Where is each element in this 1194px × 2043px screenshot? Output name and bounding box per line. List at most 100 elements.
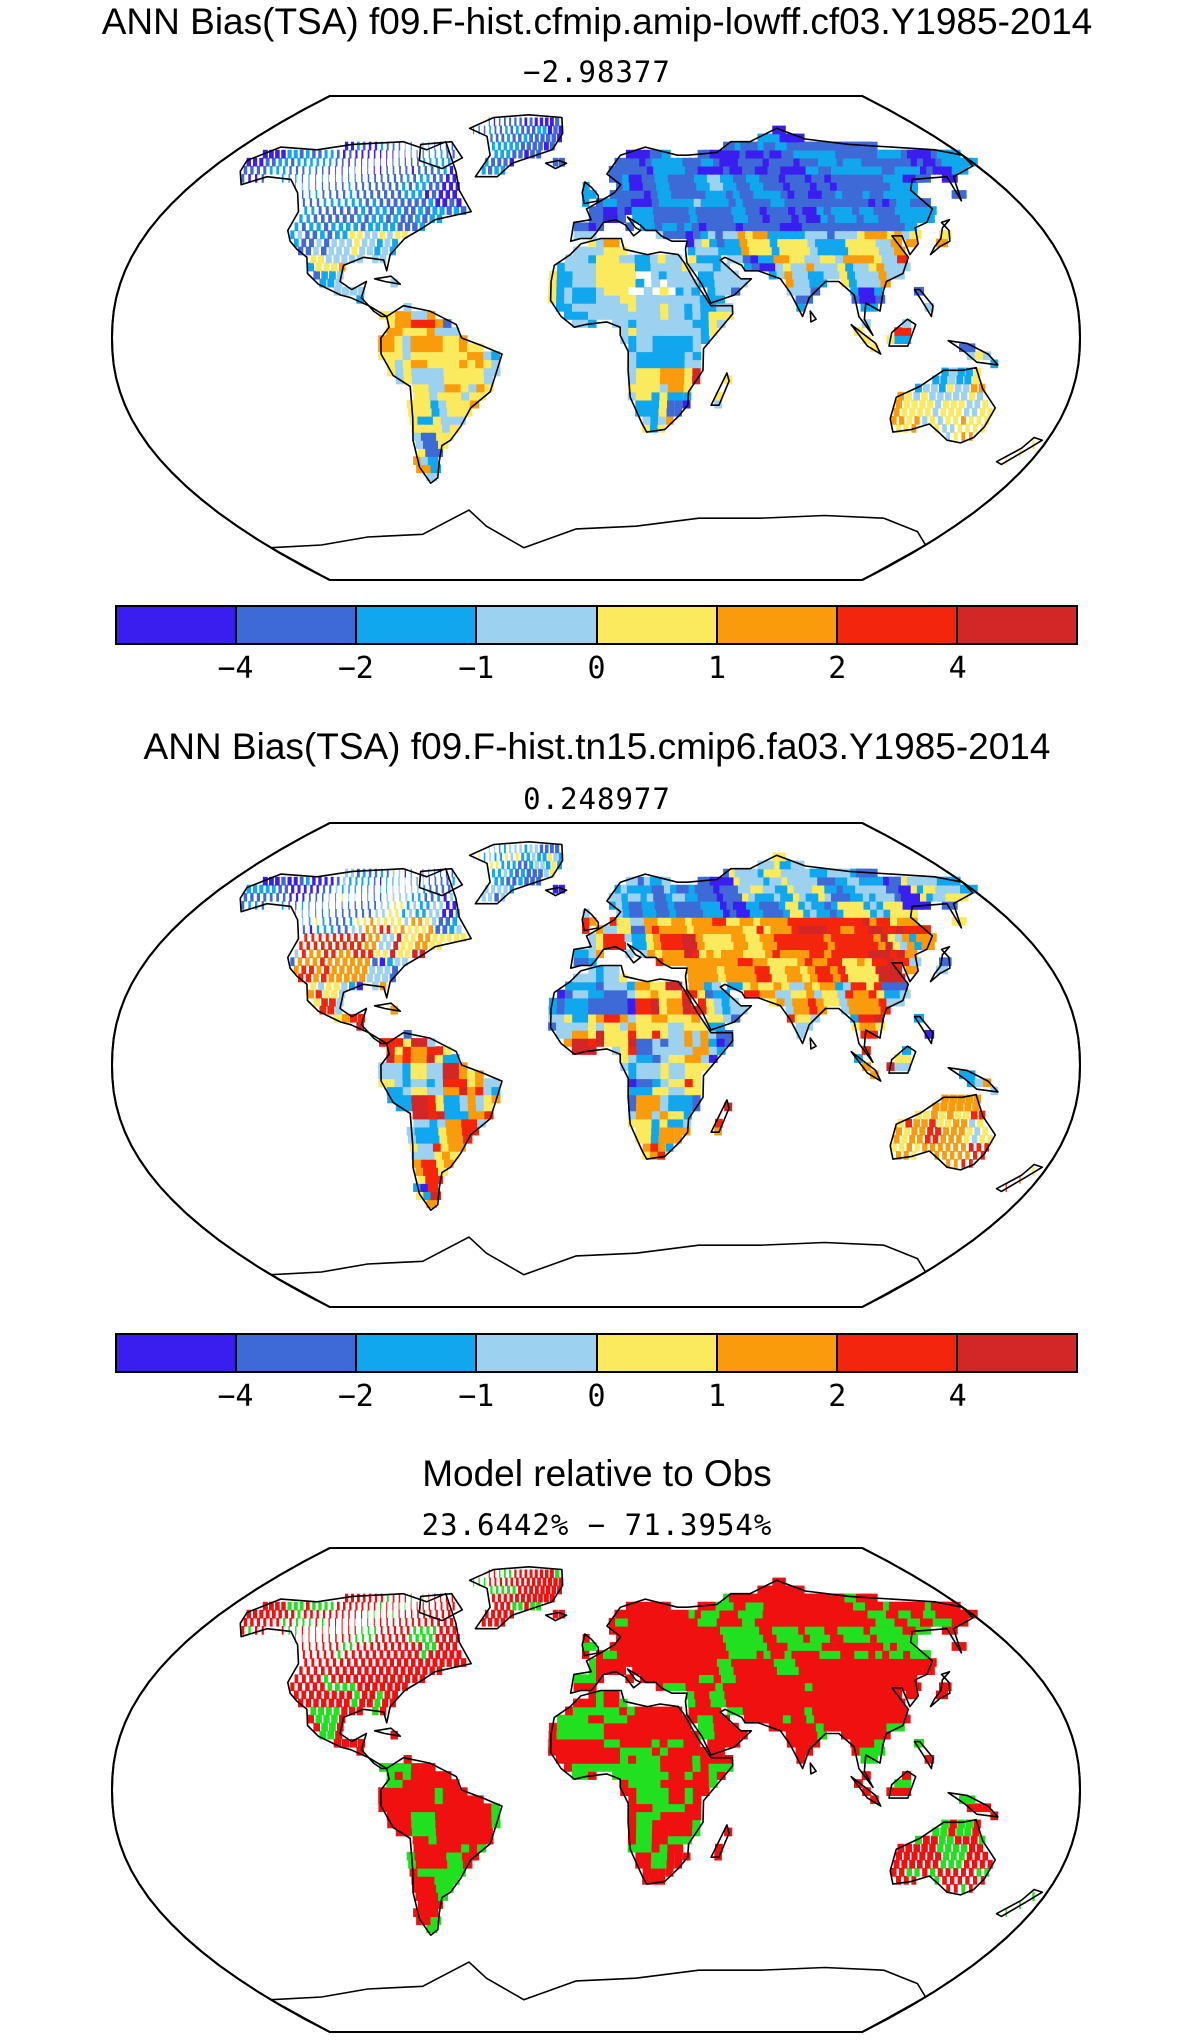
panel-2-map: [110, 822, 1082, 1308]
coastline-australia: [889, 1093, 997, 1171]
colorbar-swatch: [477, 1335, 598, 1371]
colorbar-swatch: [357, 1335, 478, 1371]
colorbar-tick-label: −2: [337, 651, 374, 686]
coastline-iceland: [544, 886, 568, 897]
panel-2-colorbar: [115, 1333, 1078, 1373]
coastline-cuba: [373, 275, 402, 285]
panel-3-range-value: 23.6442% − 71.3954%: [421, 1508, 773, 1542]
panel-1-map: [110, 95, 1082, 581]
map-border: [110, 95, 1082, 581]
colorbar-tick-label: −4: [217, 651, 254, 686]
colorbar-swatch: [837, 1335, 958, 1371]
coastline-eurasia: [569, 854, 974, 1064]
colorbar-swatch: [117, 1335, 238, 1371]
coastline-eurasia: [569, 127, 974, 337]
land-data-cells: [241, 1569, 1035, 1934]
colorbar-tick-label: 0: [587, 651, 606, 686]
land-data-cells: [241, 117, 1035, 482]
coastline-gbr: [581, 1633, 600, 1657]
panel-1-mean-value: −2.98377: [523, 55, 671, 89]
colorbar-swatch: [477, 607, 598, 643]
coastline-japan: [929, 945, 951, 983]
panel-2-mean-value: 0.248977: [523, 782, 671, 816]
coastline-newguinea: [947, 1066, 999, 1093]
colorbar-swatch: [957, 607, 1076, 643]
colorbar-swatch: [597, 1335, 718, 1371]
colorbar-tick-label: −1: [458, 651, 495, 686]
coastline-samerica: [380, 1031, 503, 1211]
coastline-africa: [549, 1689, 734, 1885]
coastline-iceland: [544, 159, 568, 170]
coastline-madagascar: [710, 1099, 730, 1133]
colorbar-tick-label: 1: [707, 651, 726, 686]
coastlines: [239, 114, 1044, 581]
coastline-cuba: [373, 1727, 402, 1737]
panel-2-title: ANN Bias(TSA) f09.F-hist.tn15.cmip6.fa03…: [143, 726, 1051, 767]
coastline-eurasia: [569, 1579, 974, 1789]
coastline-samerica: [380, 304, 503, 484]
coastline-baffin: [418, 1592, 464, 1622]
land-data-cells: [241, 844, 1035, 1209]
coastline-greenland: [468, 841, 564, 905]
coastline-japan: [929, 218, 951, 256]
coastline-namerica: [239, 140, 472, 318]
coastline-baffin: [418, 140, 464, 170]
colorbar-swatch: [357, 607, 478, 643]
panel-1-colorbar-labels: −4 −2 −1 0 1 2 4: [0, 652, 1194, 692]
colorbar-tick-label: 4: [948, 1379, 967, 1414]
coastline-srilanka: [809, 1037, 817, 1050]
coastline-sumatra: [850, 1050, 882, 1082]
colorbar-tick-label: −2: [337, 1379, 374, 1414]
coastline-philippines: [913, 1740, 934, 1770]
colorbar-tick-label: 0: [587, 1379, 606, 1414]
coastline-madagascar: [710, 1824, 730, 1858]
coastline-newguinea: [947, 1791, 999, 1818]
colorbar-swatch: [717, 1335, 838, 1371]
coastline-philippines: [913, 288, 934, 318]
coastline-africa: [549, 964, 734, 1160]
colorbar-tick-label: −1: [458, 1379, 495, 1414]
coastline-gbr: [581, 181, 600, 205]
coastline-africa: [549, 237, 734, 433]
coastline-newzealand: [995, 1888, 1044, 1918]
panel-1-colorbar: [115, 605, 1078, 645]
coastline-srilanka: [809, 310, 817, 323]
panel-3-map: [110, 1547, 1082, 2033]
coastline-japan: [929, 1670, 951, 1708]
coastline-borneo: [888, 1045, 917, 1074]
coastlines: [239, 841, 1044, 1308]
colorbar-swatch: [237, 607, 358, 643]
colorbar-tick-label: 2: [828, 651, 847, 686]
coastline-cuba: [373, 1002, 402, 1012]
colorbar-swatch: [957, 1335, 1076, 1371]
colorbar-swatch: [597, 607, 718, 643]
coastline-sumatra: [850, 1775, 882, 1807]
coastline-philippines: [913, 1015, 934, 1045]
coastline-iceland: [544, 1611, 568, 1622]
colorbar-tick-label: 4: [948, 651, 967, 686]
coastline-borneo: [888, 318, 917, 347]
coastline-borneo: [888, 1770, 917, 1799]
coastline-newzealand: [995, 1163, 1044, 1193]
colorbar-swatch: [117, 607, 238, 643]
colorbar-tick-label: −4: [217, 1379, 254, 1414]
coastline-australia: [889, 1818, 997, 1896]
coastline-samerica: [380, 1756, 503, 1936]
map-border: [110, 822, 1082, 1308]
colorbar-swatch: [717, 607, 838, 643]
colorbar-tick-label: 2: [828, 1379, 847, 1414]
map-border: [110, 1547, 1082, 2033]
coastline-namerica: [239, 867, 472, 1045]
coastline-newguinea: [947, 339, 999, 366]
coastline-australia: [889, 366, 997, 444]
coastline-baffin: [418, 867, 464, 897]
coastline-srilanka: [809, 1762, 817, 1775]
panel-3-title: Model relative to Obs: [422, 1453, 772, 1494]
coastline-newzealand: [995, 436, 1044, 466]
coastline-gbr: [581, 908, 600, 932]
panel-1-title: ANN Bias(TSA) f09.F-hist.cfmip.amip-lowf…: [101, 1, 1093, 42]
coastline-greenland: [468, 1566, 564, 1630]
coastline-namerica: [239, 1592, 472, 1770]
colorbar-swatch: [237, 1335, 358, 1371]
coastline-madagascar: [710, 372, 730, 406]
